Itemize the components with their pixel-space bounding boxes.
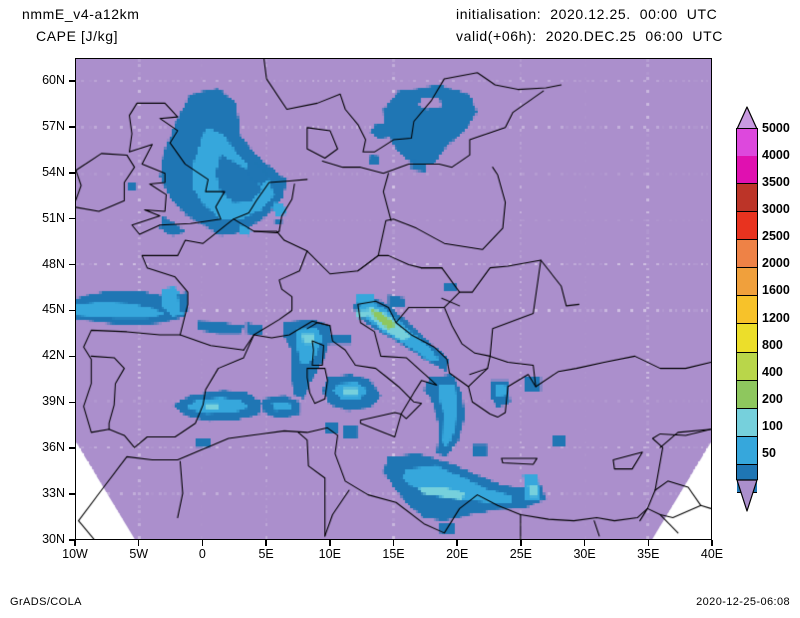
colorbar-tick-label: 5000 [762,121,790,135]
colorbar-tick-label: 4000 [762,148,790,163]
x-axis-tick-label: 5W [129,547,149,561]
x-axis-tick [74,540,76,546]
y-axis-tick-label: 39N [42,394,65,409]
colorbar-tick-label: 100 [762,418,783,433]
colorbar-band [737,436,757,465]
y-axis-tick-label: 42N [42,348,65,363]
x-axis-tick [392,540,395,546]
x-axis-tick [583,540,586,546]
x-axis-tick-label: 25E [509,547,533,561]
colorbar-tick-label: 200 [762,391,783,406]
y-axis-tick-label: 30N [42,532,65,546]
y-axis-tick-label: 45N [42,302,65,317]
x-axis-tick [329,540,331,546]
colorbar-tick-label: 2500 [762,229,790,244]
colorbar-tick-label: 3000 [762,202,790,217]
colorbar-tick-label: 3500 [762,175,790,190]
x-axis-tick [520,540,522,546]
colorbar-over-arrow [736,106,758,130]
colorbar-tick-label: 50 [762,445,776,460]
y-axis-tick-label: 54N [42,164,65,179]
y-axis-tick [69,80,75,82]
colorbar-tick-label: 1600 [762,283,790,298]
x-axis-tick-label: 10W [62,547,88,561]
y-axis-tick [69,126,75,128]
model-name-label: nmmE_v4-a12km [22,6,140,22]
x-axis-tick-label: 35E [637,547,660,561]
x-axis-tick-label: 20E [446,547,469,561]
footer-timestamp-label: 2020-12-25-06:08 [696,596,790,608]
colorbar-band [737,156,757,185]
y-axis-tick [69,401,75,404]
y-axis-tick-label: 51N [42,210,65,225]
colorbar-band [737,408,757,437]
x-axis-tick [456,540,458,546]
x-axis-tick [711,540,713,546]
y-axis-tick [69,493,75,495]
y-axis-tick-label: 33N [42,486,65,501]
colorbar-tick-label: 1200 [762,310,790,325]
map-plot-area [75,58,712,540]
y-axis-tick [69,355,75,358]
footer-credit-label: GrADS/COLA [10,596,82,608]
colorbar-band [737,324,757,353]
colorbar-tick-label: 400 [762,364,783,379]
initialisation-label: initialisation: 2020.12.25. 00:00 UTC [456,6,718,22]
y-axis-tick-label: 60N [42,72,65,87]
y-axis-tick-label: 57N [42,118,65,133]
y-axis-tick [69,263,75,266]
variable-name-label: CAPE [J/kg] [36,28,119,44]
colorbar-band [737,129,757,157]
colorbar-tick-label: 800 [762,337,783,352]
valid-time-label: valid(+06h): 2020.DEC.25 06:00 UTC [456,28,723,44]
x-axis-tick-label: 30E [573,547,596,561]
colorbar-band [737,352,757,381]
colorbar-band [737,240,757,269]
colorbar-band [737,268,757,297]
x-axis-tick [201,540,204,546]
colorbar-band [737,184,757,213]
colorbar-band [737,212,757,241]
x-axis-tick-label: 5E [258,547,274,561]
y-axis-tick [69,217,75,220]
colorbar-tick-label: 2000 [762,256,790,271]
colorbar-band [737,380,757,409]
colorbar-under-arrow [736,479,758,512]
x-axis-tick [265,540,267,546]
y-axis-tick [69,309,75,312]
y-axis-tick-label: 36N [42,440,65,455]
y-axis-tick [69,539,75,541]
y-axis-tick [69,447,75,449]
x-axis-tick [137,540,140,546]
x-axis-tick-label: 0 [198,547,206,561]
y-axis-tick [69,172,75,174]
x-axis-tick-label: 15E [382,547,405,561]
x-axis-tick-label: 10E [318,547,341,561]
colorbar[interactable] [736,128,758,493]
y-axis-tick-label: 48N [42,256,65,271]
x-axis-tick-label: 40E [700,547,724,561]
x-axis-tick [647,540,650,546]
cape-field-canvas [76,59,711,539]
colorbar-band [737,296,757,325]
